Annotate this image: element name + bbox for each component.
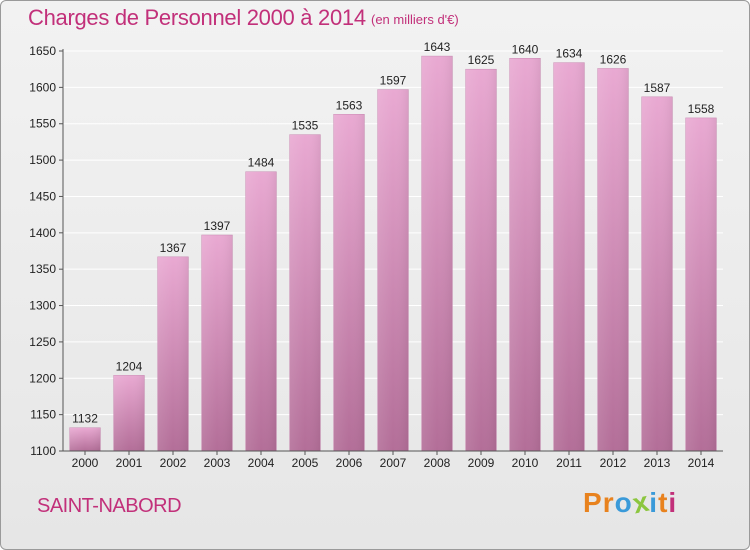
- bar-shading: [421, 56, 453, 451]
- x-tick-label: 2005: [292, 456, 319, 470]
- bar-shading: [641, 96, 673, 452]
- bar-value-label: 1397: [204, 219, 231, 233]
- y-tick-label: 1300: [29, 299, 56, 313]
- x-tick-label: 2009: [468, 456, 495, 470]
- bar-shading: [553, 62, 585, 452]
- bar-value-label: 1558: [688, 102, 715, 116]
- bar-value-label: 1625: [468, 53, 495, 67]
- x-tick-label: 2007: [380, 456, 407, 470]
- unit-label: (en milliers d'€): [371, 12, 459, 27]
- logo-letter: i: [649, 487, 659, 518]
- bar-value-label: 1367: [160, 241, 187, 255]
- x-tick-label: 2011: [556, 456, 582, 470]
- x-tick-label: 2006: [336, 456, 363, 470]
- y-tick-label: 1600: [29, 80, 56, 94]
- y-tick-label: 1650: [29, 44, 56, 58]
- y-tick-label: 1550: [29, 117, 56, 131]
- bar-shading: [69, 427, 101, 451]
- bar-shading: [157, 256, 189, 451]
- bar-value-label: 1643: [424, 40, 451, 54]
- bar-value-label: 1563: [336, 98, 363, 112]
- bar-value-label: 1634: [556, 47, 583, 61]
- proxiti-logo: Proxiti: [583, 486, 678, 520]
- x-tick-label: 2002: [160, 456, 187, 470]
- logo-letter: i: [668, 487, 678, 518]
- bar-shading: [289, 134, 321, 452]
- bar-value-label: 1204: [116, 359, 143, 373]
- x-tick-label: 2003: [204, 456, 231, 470]
- bar-value-label: 1626: [600, 52, 627, 66]
- axes: 1100 1150 1200 1250 1300 1350 1400 1450 1500 1550…: [29, 44, 723, 470]
- logo-letter: r: [602, 487, 615, 518]
- x-tick-label: 2012: [600, 456, 627, 470]
- commune-name: SAINT-NABORD: [37, 495, 182, 517]
- x-tick-label: 2008: [424, 456, 451, 470]
- bar-shading: [509, 58, 541, 451]
- bar-value-label: 1587: [644, 81, 671, 95]
- y-tick-label: 1450: [29, 189, 56, 203]
- y-tick-label: 1250: [29, 335, 56, 349]
- bar-shading: [685, 117, 717, 451]
- x-tick-label: 2004: [248, 456, 275, 470]
- x-tick-label: 2010: [512, 456, 539, 470]
- bar-value-label: 1535: [292, 119, 319, 133]
- logo-letter: P: [583, 487, 603, 518]
- x-tick-label: 2013: [644, 456, 671, 470]
- logo-letter: t: [658, 487, 669, 518]
- bar-shading: [597, 68, 629, 452]
- y-tick-label: 1350: [29, 262, 56, 276]
- bar-value-label: 1484: [248, 156, 275, 170]
- y-tick-label: 1200: [29, 371, 56, 385]
- y-tick-label: 1400: [29, 226, 56, 240]
- x-tick-label: 2000: [72, 456, 99, 470]
- y-tick-label: 1500: [29, 153, 56, 167]
- bar-shading: [245, 171, 277, 451]
- bars: 1132 1204 1367 1397 1484 1535 1563 1597 1643 1625…: [69, 40, 717, 452]
- y-tick-label: 1150: [30, 408, 56, 422]
- bar-shading: [113, 375, 145, 451]
- chart-title: Charges de Personnel 2000 à 2014: [28, 5, 366, 30]
- bar-value-label: 1640: [512, 42, 539, 56]
- bar-shading: [333, 114, 365, 451]
- y-tick-label: 1100: [30, 444, 56, 458]
- logo-letter: o: [614, 487, 633, 518]
- x-tick-label: 2001: [116, 456, 143, 470]
- x-tick-label: 2014: [688, 456, 715, 470]
- bar-shading: [377, 89, 409, 451]
- bar-shading: [465, 69, 497, 451]
- bar-shading: [201, 235, 233, 451]
- bar-value-label: 1132: [72, 412, 98, 426]
- bar-value-label: 1597: [380, 74, 407, 88]
